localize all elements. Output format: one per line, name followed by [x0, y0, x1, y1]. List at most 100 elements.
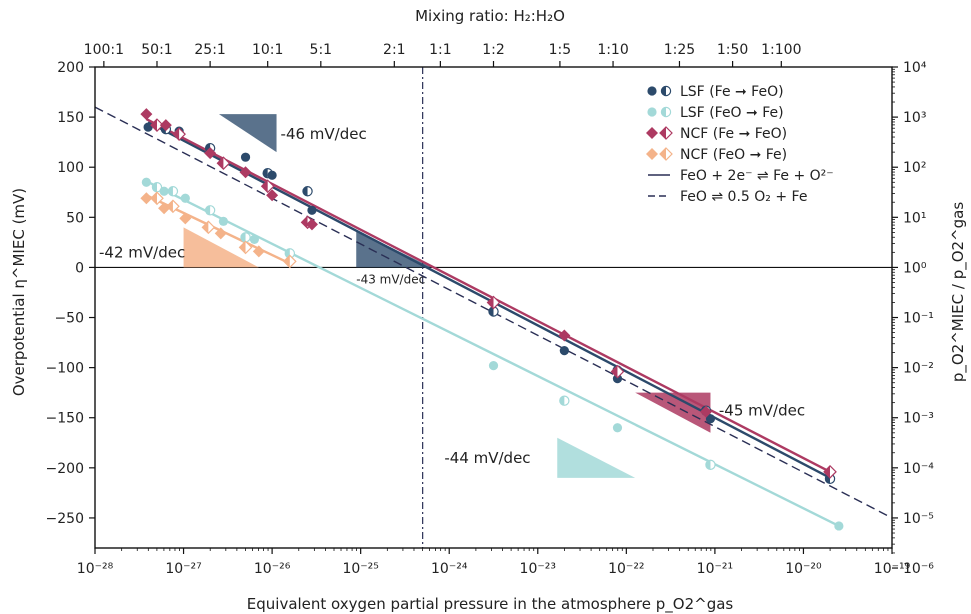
point-LSF_ox [218, 216, 229, 226]
y-tick-label: 200 [57, 60, 84, 76]
point-NCF_ox [140, 192, 153, 205]
y2-tick-label: 10⁻⁶ [903, 561, 934, 577]
top-tick-label: 1:2 [482, 42, 505, 58]
slope-triangle [218, 114, 277, 153]
top-tick-label: 10:1 [252, 42, 283, 58]
top-tick-label: 1:25 [664, 42, 695, 58]
legend-label: NCF (Fe ➞ FeO) [680, 126, 787, 142]
point-NCF_red [159, 119, 172, 132]
y2-tick-label: 10³ [903, 110, 926, 126]
point-NCF_red [558, 329, 571, 342]
slope-label: -44 mV/dec [444, 449, 530, 467]
fit-line-NCF_red [145, 118, 831, 473]
y-tick-label: 100 [57, 160, 84, 176]
y2-tick-label: 10⁻⁴ [903, 461, 934, 477]
point-NCF_red [204, 147, 217, 160]
y2-tick-label: 10⁰ [903, 260, 927, 276]
point-LSF_ox [180, 193, 190, 203]
point-LSF_ox [240, 232, 251, 243]
y-axis-title: Overpotential η^MIEC (mV) [10, 188, 28, 396]
slope-label: -45 mV/dec [719, 402, 805, 420]
point-NCF_red [486, 295, 501, 310]
point-LSF_ox [612, 423, 623, 433]
x-tick-label: 10⁻¹⁹ [874, 561, 911, 577]
slope-label: -42 mV/dec [99, 243, 185, 261]
point-NCF_red [140, 108, 153, 121]
legend-marker [660, 85, 672, 97]
point-LSF_ox [488, 361, 499, 371]
slope-triangle [557, 437, 636, 478]
right-axis-title: p_O2^MIEC / p_O2^gas [949, 202, 968, 383]
point-NCF_red [610, 364, 625, 379]
slope-triangle [635, 392, 711, 433]
point-NCF_ox [214, 227, 227, 240]
point-LSF_ox [151, 182, 163, 193]
legend-entry: LSF (Fe ➞ FeO) [647, 84, 784, 100]
legend-entry: NCF (FeO ➞ Fe) [646, 147, 787, 163]
axes: 10⁻²⁸ 10⁻²⁷ 10⁻²⁶ 10⁻²⁵ 10⁻²⁴ 10⁻²³ 10⁻²² 10⁻²¹… [46, 42, 935, 577]
x-tick-label: 10⁻²⁸ [77, 561, 114, 577]
slope-triangle [183, 227, 259, 268]
x-axis-title: Equivalent oxygen partial pressure in th… [247, 595, 734, 614]
legend-entry: FeO + 2e⁻ ⇌ Fe + O²⁻ [648, 168, 834, 184]
point-LSF_ox [249, 234, 259, 244]
point-NCF_red [260, 179, 275, 194]
top-tick-label: 1:100 [761, 42, 801, 58]
legend-entry: FeO ⇌ 0.5 O₂ + Fe [648, 189, 807, 205]
legend-label: FeO + 2e⁻ ⇌ Fe + O²⁻ [680, 168, 834, 184]
y2-tick-label: 10⁴ [903, 60, 927, 76]
fit-line-LSF_red [147, 121, 831, 479]
slope-label: -46 mV/dec [281, 125, 367, 143]
slope-annotations: -46 mV/dec -42 mV/dec -43 mV/dec -45 mV/dec… [99, 114, 805, 478]
point-LSF_red [705, 414, 716, 424]
y-tick-label: 50 [66, 210, 84, 226]
y-tick-label: −100 [46, 361, 84, 377]
x-tick-label: 10⁻²³ [520, 561, 556, 577]
point-NCF_ox [282, 254, 297, 269]
point-LSF_red [559, 345, 569, 356]
point-LSF_ox [705, 459, 716, 471]
top-tick-label: 1:5 [549, 42, 572, 58]
y2-tick-label: 10⁻³ [903, 411, 934, 427]
legend-label: FeO ⇌ 0.5 O₂ + Fe [680, 189, 807, 205]
point-NCF_ox [166, 199, 180, 214]
legend-marker [660, 106, 672, 118]
data-points [140, 108, 844, 531]
point-NCF_red [266, 189, 279, 202]
x-tick-label: 10⁻²⁴ [431, 561, 468, 577]
legend-marker [659, 126, 673, 140]
point-LSF_red [302, 186, 313, 197]
legend-marker [647, 86, 657, 96]
top-tick-label: 1:10 [597, 42, 628, 58]
fit-line-LSF_ox [145, 180, 840, 528]
point-LSF_ox [559, 395, 570, 406]
legend-marker [647, 107, 657, 117]
x-tick-label: 10⁻²⁶ [254, 561, 291, 577]
top-tick-label: 1:50 [717, 42, 748, 58]
legend-entry: LSF (FeO ➞ Fe) [647, 105, 784, 121]
point-NCF_ox [150, 191, 164, 206]
legend-marker [646, 127, 658, 139]
point-NCF_red [172, 127, 186, 141]
point-LSF_ox [159, 186, 169, 196]
y-tick-label: −50 [54, 311, 84, 327]
slope-label: -43 mV/dec [356, 272, 425, 286]
y2-tick-label: 10⁻² [903, 361, 934, 377]
y-tick-label: −200 [46, 461, 84, 477]
top-tick-label: 25:1 [194, 42, 225, 58]
point-NCF_red [239, 166, 252, 179]
x-tick-label: 10⁻²⁷ [165, 561, 201, 577]
legend: LSF (Fe ➞ FeO) LSF (FeO ➞ Fe) NCF (Fe ➞ Fe… [646, 84, 834, 205]
point-LSF_ox [167, 186, 179, 197]
point-NCF_red [823, 464, 837, 479]
top-tick-label: 5:1 [310, 42, 333, 58]
y2-tick-label: 10¹ [903, 210, 926, 226]
point-NCF_red [700, 405, 713, 418]
y-tick-label: −150 [46, 411, 84, 427]
x-tick-label: 10⁻²⁵ [342, 561, 378, 577]
top-tick-label: 2:1 [383, 42, 406, 58]
point-LSF_red [307, 205, 317, 215]
point-LSF_ox [141, 177, 151, 187]
point-LSF_red [143, 122, 153, 132]
